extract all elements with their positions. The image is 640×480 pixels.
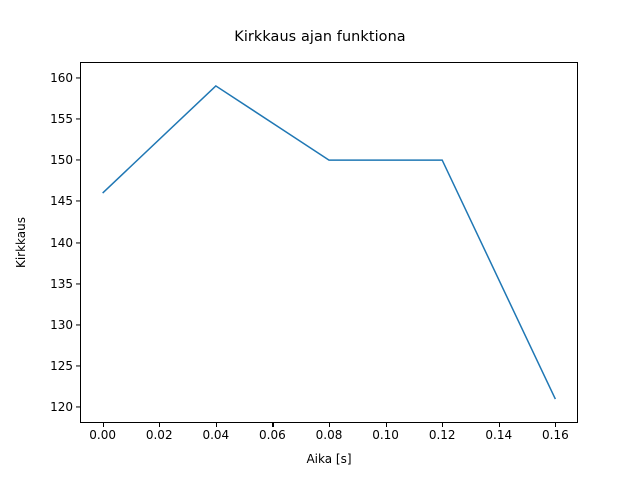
y-tick-label: 140 — [50, 235, 73, 250]
x-tick-mark — [102, 423, 104, 427]
y-tick-mark — [76, 324, 80, 326]
plot-area — [102, 84, 557, 400]
x-tick-mark — [215, 423, 217, 427]
y-tick-label: 130 — [50, 317, 73, 332]
x-tick-mark — [159, 423, 161, 427]
y-tick-mark — [76, 159, 80, 161]
y-tick-mark — [76, 241, 80, 244]
x-tick-label: 0.10 — [372, 428, 399, 442]
x-tick-label: 0.16 — [542, 428, 569, 442]
y-tick-mark — [76, 77, 80, 79]
x-tick-label: 0.08 — [315, 428, 343, 442]
chart-title: Kirkkaus ajan funktiona — [234, 29, 406, 45]
y-tick-label: 120 — [50, 400, 73, 415]
x-tick-label: 0.12 — [428, 428, 456, 442]
y-tick-mark — [76, 406, 80, 408]
x-tick-label: 0.06 — [259, 428, 286, 442]
y-tick-mark — [76, 200, 80, 202]
x-tick-mark — [329, 423, 331, 427]
y-tick-label: 135 — [50, 276, 73, 291]
x-tick-mark — [442, 423, 444, 427]
x-tick-label: 0.04 — [202, 428, 230, 442]
y-tick-label: 155 — [50, 111, 73, 126]
x-tick-mark — [555, 423, 557, 427]
y-tick-label: 160 — [50, 70, 73, 85]
y-tick-label: 125 — [50, 359, 73, 374]
x-tick-label: 0.00 — [89, 428, 116, 442]
x-tick-label: 0.14 — [485, 428, 513, 442]
axes-frame — [80, 62, 578, 423]
y-tick-mark — [76, 283, 80, 285]
data-series-line — [102, 84, 557, 400]
x-tick-mark — [498, 423, 500, 427]
x-tick-label: 0.02 — [145, 428, 173, 442]
y-axis-label: Kirkkaus — [14, 216, 28, 269]
y-tick-mark — [76, 118, 80, 120]
y-tick-label: 145 — [50, 194, 73, 209]
y-tick-label: 150 — [50, 153, 73, 168]
x-axis-label: Aika [s] — [306, 452, 352, 466]
y-tick-mark — [76, 365, 80, 367]
x-tick-mark — [272, 423, 274, 427]
x-tick-mark — [385, 423, 387, 427]
